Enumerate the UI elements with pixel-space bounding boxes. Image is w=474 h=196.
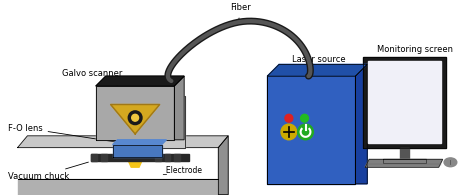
Polygon shape [120,140,150,148]
Text: _Electrode: _Electrode [163,165,202,174]
Polygon shape [96,76,184,86]
Polygon shape [365,159,443,167]
Polygon shape [267,76,356,184]
Circle shape [281,124,297,140]
Text: F-O lens: F-O lens [8,123,118,142]
Polygon shape [113,140,166,145]
Polygon shape [110,104,160,134]
Polygon shape [18,179,219,195]
Polygon shape [356,64,367,184]
Circle shape [285,114,293,122]
Circle shape [132,114,138,121]
Polygon shape [267,64,367,76]
Polygon shape [91,154,97,161]
Circle shape [298,124,313,140]
Circle shape [301,114,309,122]
Text: Galvo scanner: Galvo scanner [62,69,146,99]
Ellipse shape [444,158,457,167]
Polygon shape [101,154,107,161]
Polygon shape [18,136,228,148]
Polygon shape [96,86,174,140]
Text: Monitoring screen: Monitoring screen [377,45,453,78]
Polygon shape [155,154,161,161]
Polygon shape [174,76,184,140]
Text: Vacuum chuck: Vacuum chuck [8,162,89,181]
Polygon shape [400,148,410,159]
Polygon shape [158,96,185,148]
Text: Laser source: Laser source [292,55,346,76]
Polygon shape [363,56,446,148]
Polygon shape [383,159,426,163]
Polygon shape [113,145,162,157]
Text: Fiber: Fiber [230,4,251,22]
Polygon shape [219,136,228,195]
Polygon shape [164,154,170,161]
Polygon shape [122,148,148,167]
Polygon shape [91,154,189,161]
Polygon shape [368,61,441,143]
Circle shape [128,111,142,125]
Polygon shape [174,154,180,161]
